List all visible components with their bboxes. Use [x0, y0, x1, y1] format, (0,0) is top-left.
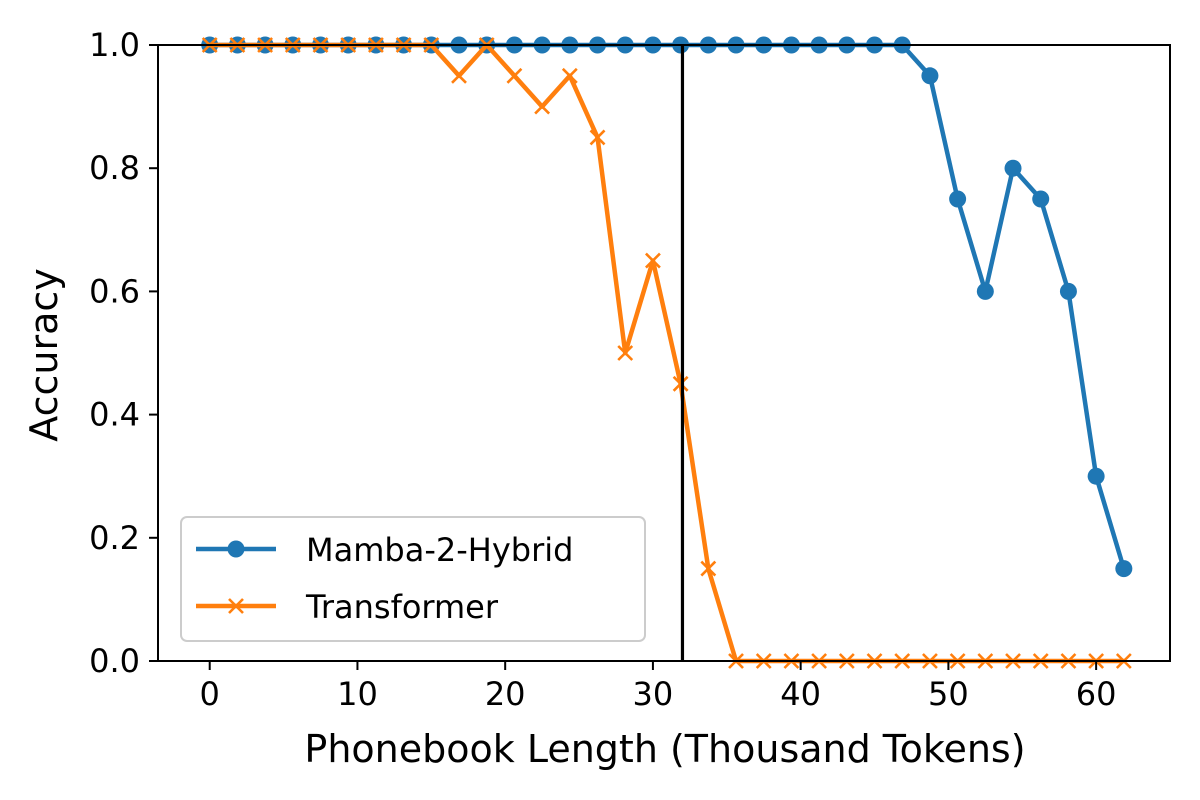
legend-label-transformer: Transformer	[305, 588, 499, 626]
legend-label-mamba-2-hybrid: Mamba-2-Hybrid	[306, 531, 573, 569]
x-tick-label: 20	[485, 675, 526, 713]
y-tick-label: 0.2	[89, 519, 140, 557]
series-line-mamba-2-hybrid	[207, 42, 1127, 572]
data-point-transformer	[589, 129, 606, 146]
data-point-transformer	[451, 67, 467, 84]
chart-axes: 0 10 20 30 40 50 60 0.0 0.2 0.4 0.6 0.8 1.0	[89, 26, 1171, 713]
legend-item-mamba-2-hybrid: Mamba-2-Hybrid	[196, 531, 573, 569]
legend-item-transformer: Transformer	[196, 588, 499, 626]
x-tick-label: 40	[780, 675, 821, 713]
data-point-mamba-2-hybrid	[921, 67, 939, 85]
data-point-mamba-2-hybrid	[976, 282, 994, 300]
data-point-transformer	[561, 67, 578, 84]
data-point-transformer	[700, 560, 717, 577]
y-tick-label: 1.0	[89, 26, 140, 64]
data-point-mamba-2-hybrid	[949, 190, 967, 208]
x-tick-label: 30	[633, 675, 674, 713]
y-tick-label: 0.8	[89, 149, 140, 187]
x-tick-label: 10	[337, 675, 378, 713]
data-point-mamba-2-hybrid	[1004, 159, 1022, 177]
plot-frame	[157, 44, 1171, 662]
x-tick-label: 60	[1076, 675, 1117, 713]
data-point-transformer	[672, 375, 689, 392]
legend-marker-mamba-2-hybrid	[227, 540, 245, 558]
x-tick-label: 0	[200, 675, 220, 713]
legend-marker-transformer	[228, 598, 244, 614]
data-point-mamba-2-hybrid	[1115, 560, 1133, 578]
y-tick-label: 0.4	[89, 396, 140, 434]
y-tick-label: 0.0	[89, 642, 140, 680]
y-axis-label: Accuracy	[22, 268, 66, 442]
data-point-transformer	[506, 67, 523, 84]
legend: Mamba-2-Hybrid Transformer	[180, 516, 646, 642]
legend-box	[180, 516, 646, 642]
data-point-transformer	[534, 98, 551, 115]
x-axis-label: Phonebook Length (Thousand Tokens)	[304, 727, 1025, 771]
x-tick-label: 50	[928, 675, 969, 713]
data-point-transformer	[645, 252, 661, 269]
data-point-mamba-2-hybrid	[1059, 282, 1077, 300]
data-point-transformer	[617, 345, 634, 361]
series-mamba-2-hybrid	[201, 36, 1133, 578]
data-point-mamba-2-hybrid	[1087, 467, 1105, 485]
data-point-mamba-2-hybrid	[1032, 190, 1050, 208]
y-tick-label: 0.6	[89, 272, 140, 310]
